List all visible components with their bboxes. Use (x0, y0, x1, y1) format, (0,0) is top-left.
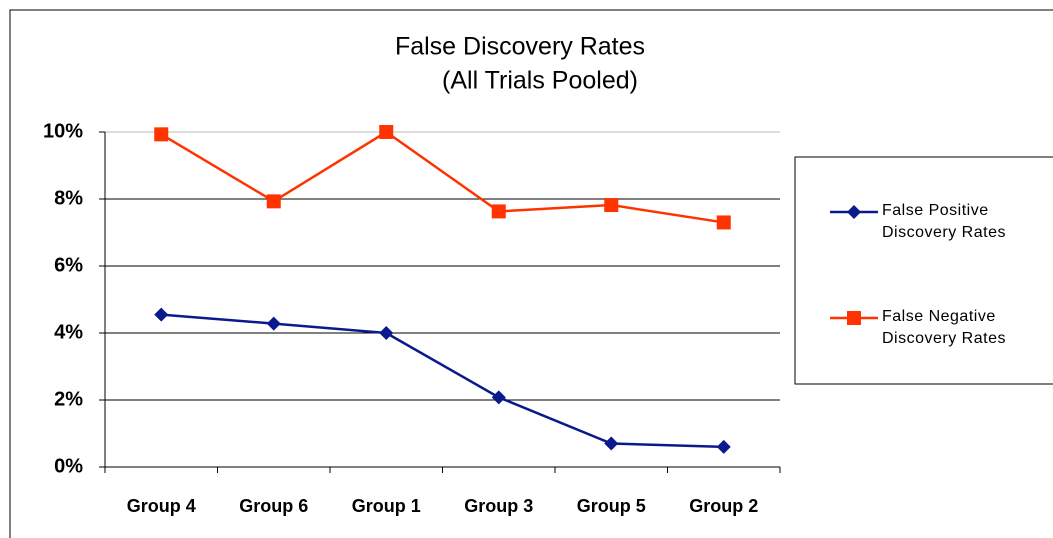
point (379, 326, 394, 340)
legend-label: False Negative Discovery Rates (882, 308, 1006, 347)
point (604, 436, 619, 451)
point (716, 439, 731, 454)
x-tick-label: Group 6 (239, 496, 308, 516)
point (491, 390, 506, 405)
point (379, 125, 394, 139)
x-tick-label: Group 1 (352, 496, 421, 516)
series-line (161, 313, 724, 449)
legend-swatch (847, 205, 861, 219)
x-tick-label: Group 5 (577, 496, 646, 516)
legend-swatch (847, 311, 861, 325)
chart-subtitle: (All Trials Pooled) (442, 67, 638, 95)
point (266, 316, 281, 331)
x-tick-label: Group 2 (689, 496, 758, 516)
y-tick-label: 6% (54, 254, 83, 276)
point (491, 204, 506, 219)
point (266, 194, 281, 209)
series-line (160, 130, 724, 224)
chart-title: False Discovery Rates (395, 33, 645, 61)
y-tick-label: 10% (43, 120, 83, 142)
y-tick-label: 0% (54, 455, 83, 477)
chart-frame (9, 9, 1053, 538)
point (154, 127, 169, 142)
x-tick-label: Group 3 (464, 496, 533, 516)
y-tick-label: 2% (54, 388, 83, 410)
y-tick-label: 4% (54, 321, 83, 343)
point (604, 198, 619, 213)
legend-label: False Positive Discovery Rates (882, 202, 1006, 241)
x-tick-label: Group 4 (127, 496, 196, 516)
point (716, 215, 731, 230)
y-tick-label: 8% (54, 187, 83, 209)
point (154, 307, 169, 322)
legend-box (794, 156, 1053, 385)
